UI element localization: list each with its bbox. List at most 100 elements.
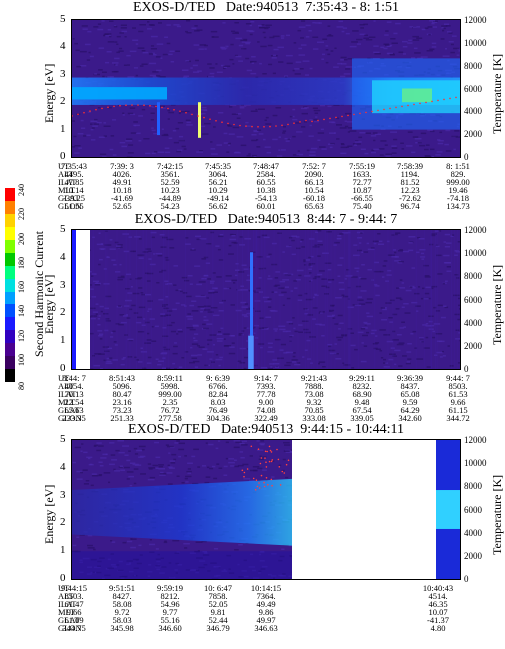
ephemeris-value: 304.36 — [206, 413, 230, 423]
ephemeris-value: 7:52: 7 — [302, 161, 326, 171]
ephemeris-value: 81.52 — [400, 177, 420, 187]
ephemeris-value: 5096. — [112, 381, 132, 391]
ephemeris-row-label: GLAT — [58, 405, 80, 415]
panel-title: EXOS-D/TED Date:940513 9:44:15 - 10:44:1… — [128, 422, 404, 437]
ephemeris-value: 7858. — [208, 591, 228, 601]
ephemeris-row-label: MLT — [58, 185, 76, 195]
ephemeris-value: 10.38 — [256, 185, 276, 195]
ephemeris-value: 96.74 — [400, 201, 420, 211]
ephemeris-value: 346.63 — [254, 623, 278, 633]
plot-frame — [71, 229, 461, 370]
ephemeris-row-label: MLT — [58, 607, 76, 617]
ephemeris-value: 75.40 — [352, 201, 372, 211]
ephemeris-value: 9:36:39 — [397, 373, 423, 383]
ephemeris-value: -41.37 — [427, 615, 449, 625]
temperature-tick-label: 6000 — [464, 294, 482, 305]
ephemeris-value: 1633. — [352, 169, 372, 179]
ephemeris-value: 8503. — [448, 381, 468, 391]
ephemeris-value: 7364. — [256, 591, 276, 601]
temperature-tick-label: 8000 — [464, 60, 482, 71]
ephemeris-value: 77.78 — [256, 389, 276, 399]
ephemeris-value: 999.00 — [158, 389, 182, 399]
ephemeris-value: 12.23 — [400, 185, 420, 195]
ephemeris-value: 10.87 — [352, 185, 372, 195]
ephemeris-value: 49.97 — [256, 615, 276, 625]
ephemeris-value: 9:51:51 — [109, 583, 135, 593]
ephemeris-value: 23.16 — [112, 397, 132, 407]
spectrogram-plot — [72, 230, 460, 369]
ephemeris-value: 3561. — [160, 169, 180, 179]
ephemeris-value: 65.63 — [64, 405, 84, 415]
ephemeris-value: 7888. — [304, 381, 324, 391]
ephemeris-value: 9:14: 7 — [254, 373, 278, 383]
ephemeris-value: 70.13 — [64, 389, 84, 399]
ephemeris-value: 9.66 — [450, 397, 466, 407]
ephemeris-value: 9.72 — [114, 607, 130, 617]
ephemeris-value: 10.23 — [160, 185, 180, 195]
ephemeris-value: 2.35 — [162, 397, 178, 407]
colorbar-segment — [5, 188, 15, 202]
ephemeris-value: 9.32 — [306, 397, 322, 407]
ephemeris-value: 46.35 — [428, 599, 448, 609]
ephemeris-value: 2584. — [256, 169, 276, 179]
temperature-tick-label: 10000 — [464, 37, 487, 48]
colorbar-tick-label: 220 — [17, 208, 26, 221]
temperature-tick-label: 10000 — [464, 248, 487, 259]
ephemeris-value: -41.69 — [111, 193, 133, 203]
ephemeris-value: 8.03 — [210, 397, 226, 407]
colorbar-segment — [5, 252, 15, 267]
ephemeris-value: 7:39: 3 — [110, 161, 134, 171]
ephemeris-value: 73.08 — [304, 389, 324, 399]
colorbar-segment — [5, 239, 15, 254]
ephemeris-value: 61.47 — [64, 599, 84, 609]
colorbar-tick-label: 160 — [17, 281, 26, 293]
ephemeris-value: 8232. — [352, 381, 372, 391]
energy-tick-label: 2 — [60, 516, 66, 529]
colorbar-segment — [5, 265, 15, 279]
ephemeris-value: 58.08 — [112, 599, 132, 609]
colorbar-segment — [5, 304, 15, 318]
colorbar — [5, 188, 15, 383]
ephemeris-row-label: GLAT — [58, 615, 80, 625]
temperature-axis-label: Temperature [K] — [490, 264, 504, 345]
colorbar-tick-label: 240 — [17, 184, 26, 196]
colorbar-tick-label: 180 — [17, 256, 26, 269]
ephemeris-row-label: UT — [58, 583, 70, 593]
ephemeris-value: 10.14 — [64, 185, 84, 195]
temperature-tick-label: 4000 — [464, 317, 482, 328]
energy-tick-label: 4 — [60, 460, 66, 473]
ephemeris-value: 829. — [450, 169, 466, 179]
ephemeris-value: 9.66 — [66, 607, 82, 617]
ephemeris-value: 52.65 — [112, 201, 132, 211]
ephemeris-row-label: GLON — [58, 413, 82, 423]
ephemeris-value: -39.25 — [63, 193, 85, 203]
temperature-tick-label: 4000 — [464, 106, 482, 117]
ephemeris-value: 47.85 — [64, 177, 84, 187]
temperature-tick-label: 8000 — [464, 271, 482, 282]
ephemeris-row-label: GLON — [58, 623, 82, 633]
ephemeris-value: 4.80 — [430, 623, 446, 633]
ephemeris-value: 7393. — [256, 381, 276, 391]
ephemeris-value: 60.01 — [256, 201, 276, 211]
ephemeris-value: 345.98 — [110, 623, 134, 633]
energy-tick-label: 0 — [60, 362, 66, 374]
ephemeris-value: 10.18 — [112, 185, 132, 195]
ephemeris-value: 7:55:19 — [349, 161, 375, 171]
ephemeris-value: 22.54 — [64, 397, 84, 407]
ephemeris-value: -54.13 — [255, 193, 277, 203]
ephemeris-value: -72.62 — [399, 193, 421, 203]
temperature-tick-label: 12000 — [464, 435, 487, 445]
ephemeris-value: 233.35 — [62, 413, 86, 423]
ephemeris-value: 52.59 — [160, 177, 180, 187]
ephemeris-value: 7:48:47 — [253, 161, 279, 171]
ephemeris-value: 52.44 — [208, 615, 228, 625]
spectrogram-image — [72, 230, 460, 369]
ephemeris-value: 1194. — [400, 169, 420, 179]
temperature-tick-label: 2000 — [464, 340, 482, 351]
ephemeris-value: 344.75 — [62, 623, 86, 633]
ephemeris-value: 10.54 — [304, 185, 324, 195]
ephemeris-value: 54.96 — [160, 599, 180, 609]
ephemeris-value: 72.77 — [352, 177, 372, 187]
energy-tick-label: 3 — [60, 488, 66, 501]
energy-tick-label: 1 — [60, 334, 66, 347]
